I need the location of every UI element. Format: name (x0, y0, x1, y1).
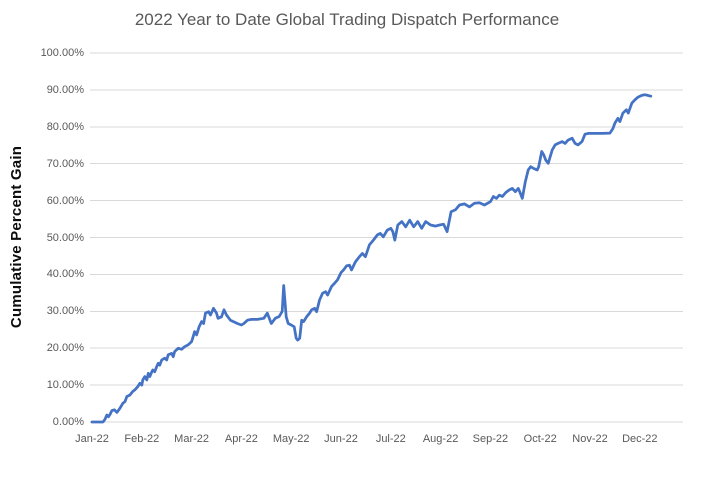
x-tick-label: Jun-22 (324, 433, 358, 445)
x-tick-label: Oct-22 (523, 433, 557, 445)
x-tick-label: Mar-22 (174, 433, 210, 445)
y-tick-label: 80.00% (46, 120, 84, 133)
y-tick-label: 70.00% (46, 157, 84, 170)
performance-line (90, 93, 653, 424)
x-tick-label: Apr-22 (224, 433, 258, 445)
x-tick-label: May-22 (272, 433, 310, 445)
x-tick-label: Aug-22 (422, 433, 459, 445)
x-tick-label: Dec-22 (622, 433, 658, 445)
y-tick-label: 60.00% (46, 194, 84, 207)
x-tick-label: Feb-22 (124, 433, 160, 445)
x-tick-label: Jan-22 (75, 433, 109, 445)
y-tick-label: 10.00% (46, 379, 84, 392)
y-tick-label: 0.00% (52, 416, 84, 428)
y-tick-label: 100.00% (40, 47, 84, 59)
x-tick-label: Nov-22 (572, 433, 608, 445)
y-tick-label: 50.00% (46, 231, 84, 244)
x-tick-label: Sep-22 (472, 433, 509, 445)
chart-title: 2022 Year to Date Global Trading Dispatc… (134, 10, 560, 29)
y-tick-label: 90.00% (46, 83, 84, 96)
y-tick-label: 20.00% (46, 342, 84, 355)
x-tick-label: Jul-22 (375, 433, 406, 445)
y-tick-label: 30.00% (46, 305, 84, 318)
y-tick-label: 40.00% (46, 268, 84, 281)
